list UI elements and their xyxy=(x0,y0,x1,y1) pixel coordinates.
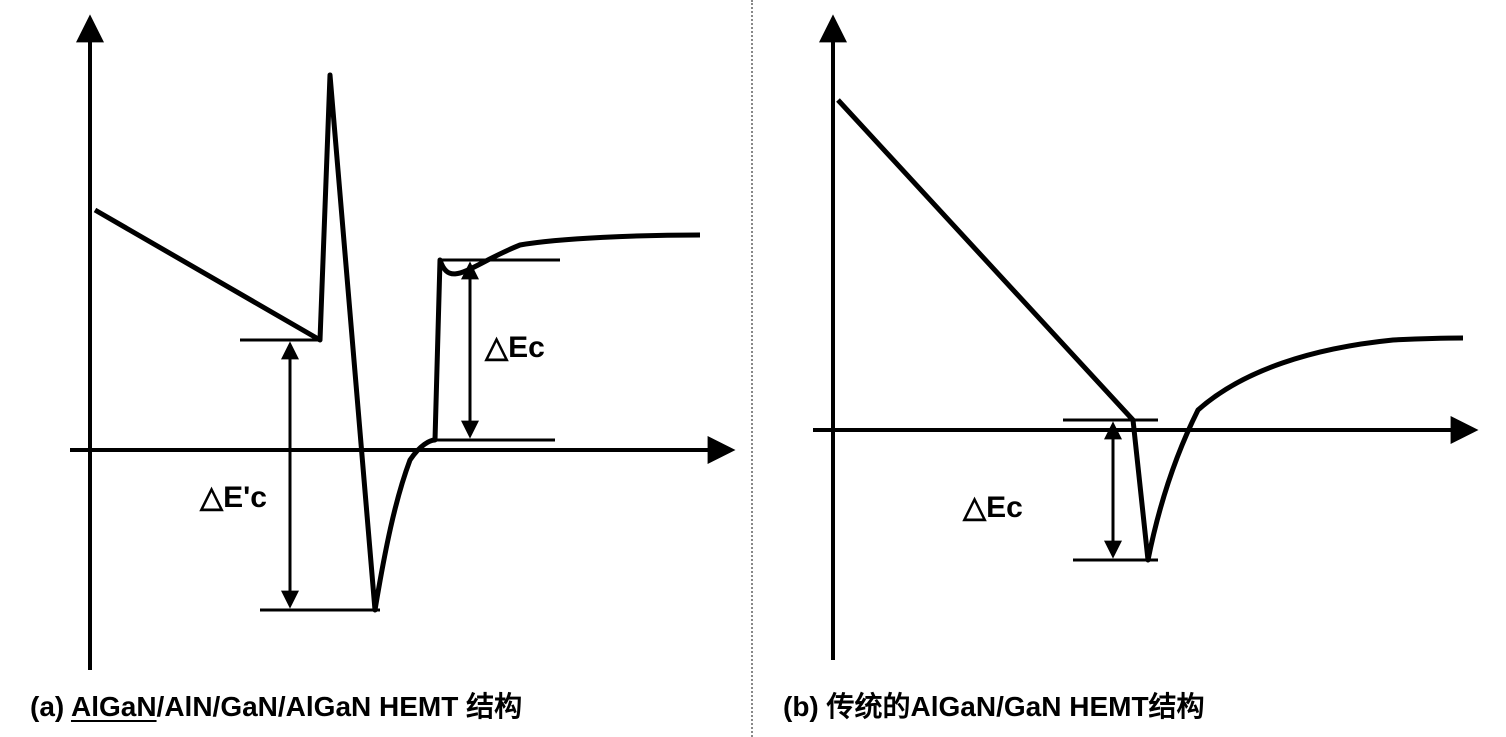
panel-b: △Ec (b) 传统的AlGaN/GaN HEMT结构 xyxy=(753,0,1506,737)
caption-a-prefix: (a) xyxy=(30,691,71,722)
panel-a-svg xyxy=(0,0,753,737)
panel-b-svg xyxy=(753,0,1506,737)
panel-a: △E'c △Ec (a) AlGaN/AlN/GaN/AlGaN HEMT 结构 xyxy=(0,0,753,737)
caption-a: (a) AlGaN/AlN/GaN/AlGaN HEMT 结构 xyxy=(30,685,522,725)
figure-container: △E'c △Ec (a) AlGaN/AlN/GaN/AlGaN HEMT 结构 xyxy=(0,0,1506,737)
label-delta-ec-a: △Ec xyxy=(485,330,545,365)
caption-a-rest: /AlN/GaN/AlGaN HEMT 结构 xyxy=(157,691,523,722)
band-curve-a xyxy=(95,75,700,610)
label-delta-eprime-c: △E'c xyxy=(200,480,267,515)
caption-b-text: (b) 传统的AlGaN/GaN HEMT结构 xyxy=(783,691,1205,722)
band-curve-b xyxy=(838,100,1463,560)
label-delta-ec-b: △Ec xyxy=(963,490,1023,525)
caption-a-underlined: AlGaN xyxy=(71,691,157,722)
caption-b: (b) 传统的AlGaN/GaN HEMT结构 xyxy=(783,685,1205,725)
